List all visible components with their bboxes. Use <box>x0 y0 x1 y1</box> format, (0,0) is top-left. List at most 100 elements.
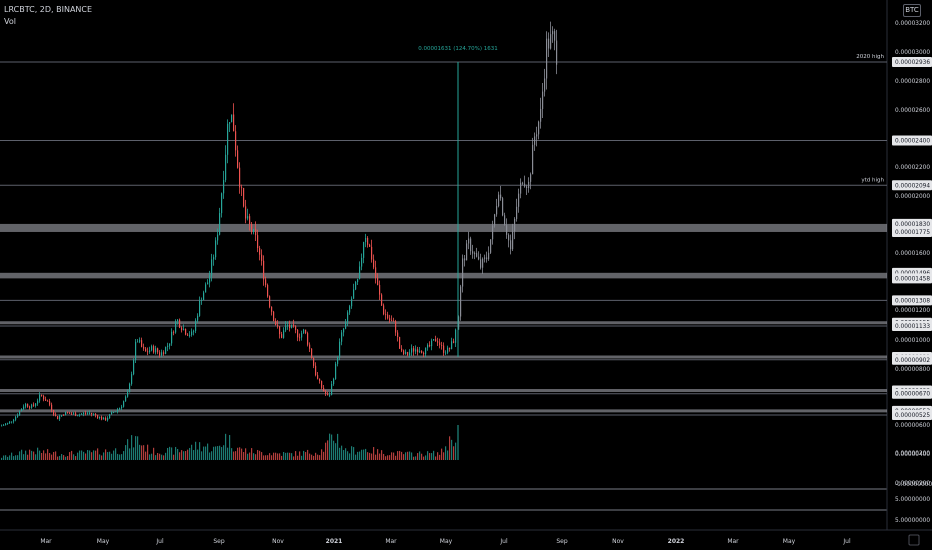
time-tick-label: May <box>440 538 453 545</box>
candle-body <box>157 348 159 353</box>
candle-body <box>203 292 205 301</box>
level-price-box <box>892 180 932 191</box>
volume-bar <box>337 433 339 460</box>
projected-candle-body <box>496 206 498 215</box>
candle-body <box>271 306 273 312</box>
volume-bar <box>69 452 71 460</box>
volume-bar <box>279 453 281 460</box>
level-price-label: 0.00000670 <box>895 392 930 398</box>
candle-body <box>187 334 189 336</box>
volume-bar <box>87 449 89 460</box>
volume-bar <box>33 451 35 460</box>
candle-body <box>327 393 329 396</box>
candle-body <box>389 318 391 321</box>
candle-body <box>171 331 173 344</box>
volume-bar <box>71 450 73 460</box>
candle-body <box>319 378 321 381</box>
candle-body <box>51 404 53 411</box>
volume-bar <box>373 447 375 460</box>
volume-bar <box>149 454 151 460</box>
projected-candle-body <box>486 257 488 260</box>
candle-body <box>239 167 241 188</box>
level-price-label: 0.00002094 <box>895 183 930 189</box>
projected-candle-body <box>534 136 536 145</box>
volume-bar <box>99 454 101 460</box>
volume-bar <box>303 450 305 460</box>
candle-body <box>39 394 41 401</box>
volume-bar <box>165 452 167 460</box>
candle-body <box>371 246 373 260</box>
volume-bar <box>423 456 425 460</box>
price-tick-label: 0.00000400 <box>895 452 930 458</box>
volume-bar <box>93 450 95 460</box>
candle-body <box>343 328 345 333</box>
candle-body <box>387 314 389 319</box>
price-tick-label: 0.00001000 <box>895 338 930 344</box>
time-tick-label: Jul <box>499 538 508 545</box>
candle-body <box>375 267 377 278</box>
candle-body <box>139 340 141 342</box>
volume-bar <box>267 455 269 460</box>
currency-badge[interactable]: BTC <box>903 4 921 17</box>
candle-body <box>111 412 113 415</box>
candle-body <box>173 331 175 333</box>
volume-bar <box>297 455 299 460</box>
price-tick-label: 0.00000800 <box>895 367 930 373</box>
candle-body <box>7 422 9 424</box>
volume-bar <box>435 456 437 460</box>
projected-candle-body <box>488 252 490 260</box>
candle-body <box>305 329 307 334</box>
volume-bar <box>325 442 327 460</box>
volume-bar <box>359 451 361 460</box>
candle-body <box>437 341 439 343</box>
volume-bar <box>193 450 195 460</box>
projected-candle-body <box>532 144 534 175</box>
volume-bar <box>327 440 329 460</box>
volume-bar <box>41 453 43 460</box>
candle-body <box>363 242 365 258</box>
volume-bar <box>331 434 333 460</box>
volume-bar <box>137 436 139 460</box>
candle-body <box>81 413 83 415</box>
candle-body <box>165 346 167 354</box>
volume-bar <box>29 449 31 460</box>
volume-bar <box>181 450 183 460</box>
volume-bar <box>361 449 363 460</box>
candle-body <box>55 414 57 417</box>
candle-body <box>185 329 187 335</box>
volume-bar <box>185 451 187 460</box>
candle-body <box>105 417 107 421</box>
candle-body <box>133 359 135 375</box>
level-note: 2020 high <box>856 54 884 60</box>
candle-body <box>263 260 265 280</box>
price-tick-label: 0.00002200 <box>895 165 930 171</box>
volume-bar <box>249 452 251 460</box>
candle-body <box>161 352 163 356</box>
candle-body <box>415 349 417 352</box>
candle-body <box>337 357 339 364</box>
candle-body <box>67 411 69 413</box>
settings-icon[interactable] <box>908 534 920 546</box>
volume-bar <box>401 451 403 460</box>
volume-bar <box>413 456 415 460</box>
volume-bar <box>101 455 103 460</box>
price-tick-label: 0.00002600 <box>895 108 930 114</box>
candle-body <box>379 284 381 295</box>
level-note: ytd high <box>861 177 884 183</box>
projected-candle-body <box>484 257 486 259</box>
candle-body <box>219 213 221 235</box>
volume-tick-label: 5.00000000 <box>895 497 930 503</box>
volume-bar <box>277 453 279 460</box>
projected-candle-body <box>500 194 502 199</box>
candle-body <box>411 348 413 353</box>
candle-body <box>249 216 251 225</box>
candle-body <box>443 345 445 353</box>
candle-body <box>107 418 109 421</box>
price-tick-label: 0.00000200 <box>895 481 930 487</box>
candle-body <box>347 312 349 322</box>
candle-body <box>65 411 67 416</box>
price-tick-label: 0.00001200 <box>895 308 930 314</box>
projected-candle-body <box>530 174 532 182</box>
volume-bar <box>171 447 173 460</box>
